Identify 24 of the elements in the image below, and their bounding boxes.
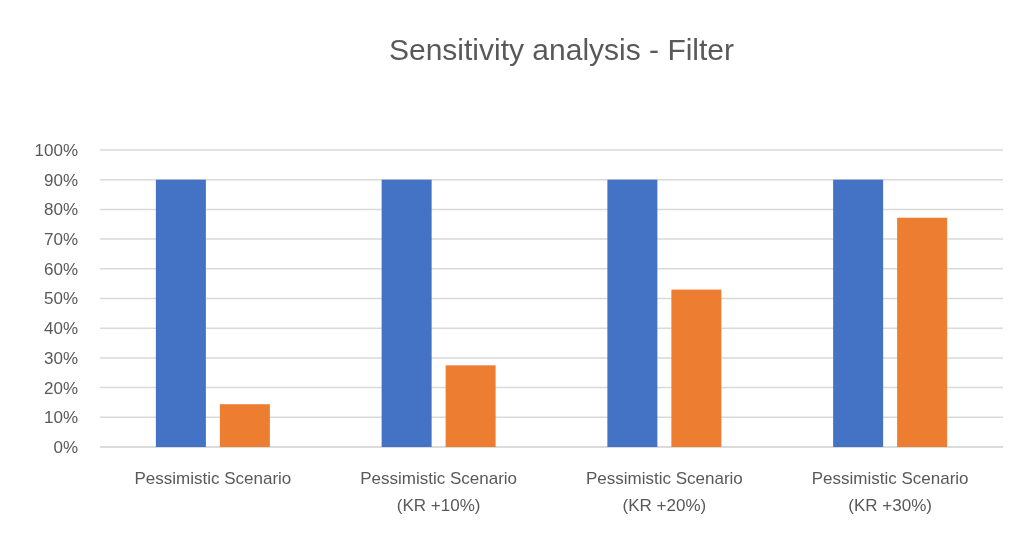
y-tick-label: 70% — [43, 230, 78, 250]
y-tick-label: 50% — [43, 289, 78, 309]
bar — [671, 289, 722, 447]
y-tick-label: 0% — [53, 437, 78, 457]
y-tick-label: 30% — [43, 348, 78, 368]
y-tick-label: 80% — [43, 200, 78, 220]
chart-title: Sensitivity analysis - Filter — [388, 33, 735, 66]
bar — [897, 217, 948, 447]
bar — [607, 179, 658, 447]
y-tick-label: 10% — [43, 408, 78, 428]
x-tick-label: Pessimistic Scenario (KR +20%) — [585, 469, 743, 515]
bar — [833, 179, 884, 447]
x-tick-label: Pessimistic Scenario (KR +30%) — [811, 469, 969, 515]
bar — [445, 365, 496, 447]
bar — [381, 179, 432, 447]
x-tick-label: Pessimistic Scenario (KR +10%) — [360, 469, 518, 515]
bar — [219, 404, 270, 447]
y-tick-label: 60% — [43, 259, 78, 279]
y-tick-label: 90% — [43, 170, 78, 190]
y-tick-label: 20% — [43, 378, 78, 398]
x-tick-label: Pessimistic Scenario — [134, 469, 292, 488]
y-tick-label: 100% — [34, 140, 78, 160]
y-tick-label: 40% — [43, 319, 78, 339]
bar — [155, 179, 206, 447]
